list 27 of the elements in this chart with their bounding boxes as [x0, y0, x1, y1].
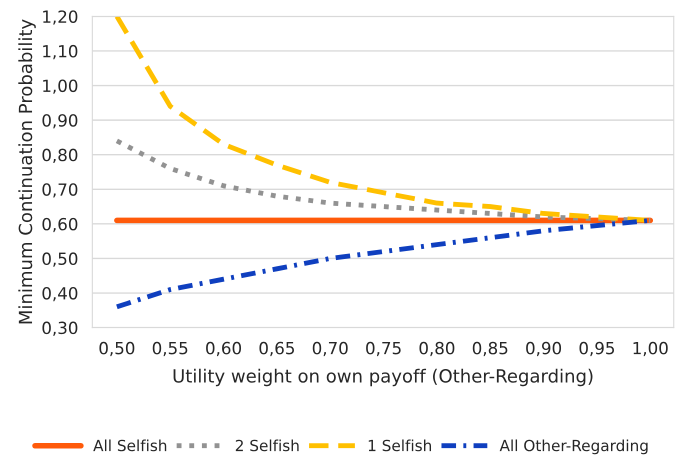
x-tick-label: 0,85	[472, 342, 508, 356]
legend-label: All Selfish	[93, 439, 166, 452]
x-tick-label: 1,00	[634, 342, 668, 356]
y-tick-label: 0,50	[42, 252, 78, 267]
x-tick-label: 0,50	[99, 342, 134, 356]
y-tick-label: 0,80	[42, 148, 78, 163]
y-tick-label: 0,40	[42, 286, 78, 302]
x-tick-label: 0,70	[312, 342, 348, 356]
y-axis-title: Minimum Continuation Probability	[18, 19, 36, 324]
x-tick-label: 0,60	[206, 342, 242, 356]
legend-label: All Other-Regarding	[500, 439, 648, 454]
x-tick-label: 0,90	[526, 342, 562, 356]
y-tick-label: 0,30	[42, 322, 78, 336]
y-tick-label: 1,00	[43, 80, 78, 94]
x-tick-label: 0,55	[152, 342, 188, 356]
x-axis-title: Utility weight on own payoff (Other-Regarding)	[174, 368, 592, 386]
y-tick-label: 0,70	[42, 183, 78, 198]
legend-label: 1 Selfish	[368, 439, 432, 452]
x-tick-label: 0,95	[579, 342, 614, 356]
legend-label: 2 Selfish	[236, 439, 299, 452]
x-tick-label: 0,80	[419, 342, 454, 356]
y-tick-label: 1,20	[43, 10, 78, 25]
x-tick-label: 0,75	[366, 342, 401, 356]
x-tick-label: 0,65	[259, 342, 294, 356]
y-tick-label: 0,60	[42, 218, 78, 232]
y-tick-label: 0,90	[42, 114, 78, 128]
y-tick-label: 1,10	[43, 44, 78, 60]
